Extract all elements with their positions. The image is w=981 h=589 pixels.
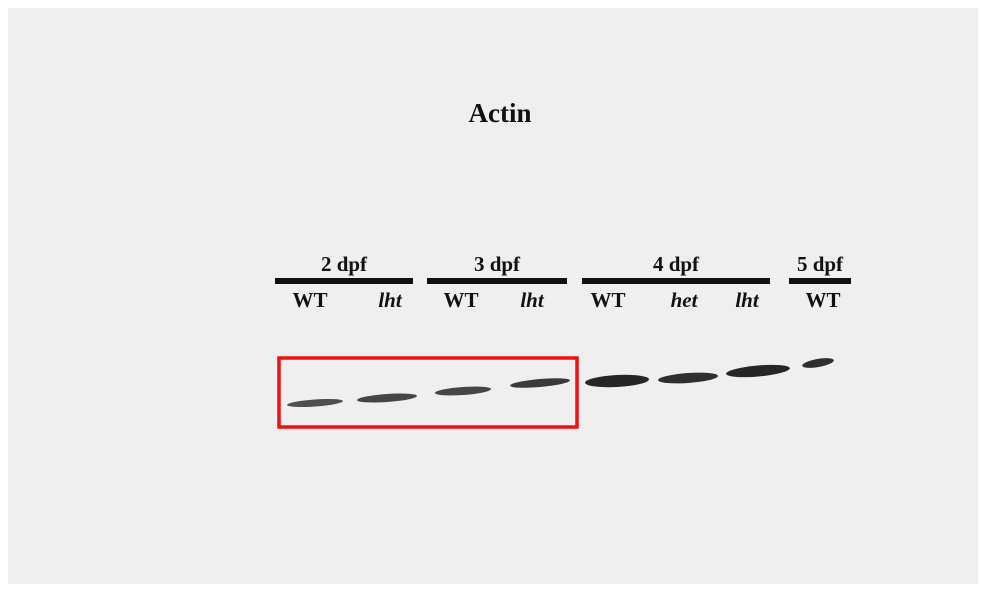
group-bar	[427, 278, 567, 284]
group-label: 3 dpf	[474, 252, 521, 276]
lane-label: lht	[735, 288, 760, 312]
group-bar	[789, 278, 851, 284]
group-label: 4 dpf	[653, 252, 700, 276]
lane-label: WT	[443, 288, 478, 312]
lane-label: lht	[378, 288, 403, 312]
lane-label: WT	[805, 288, 840, 312]
lane-label: het	[671, 288, 699, 312]
lane-label: WT	[590, 288, 625, 312]
group-bar	[582, 278, 770, 284]
blot-title: Actin	[469, 98, 532, 128]
blot-figure: Actin 2 dpf WT lht 3 dpf WT lht 4 dpf WT het lht 5…	[0, 0, 981, 584]
lane-label: WT	[292, 288, 327, 312]
lane-label: lht	[520, 288, 545, 312]
group-label: 2 dpf	[321, 252, 368, 276]
group-label: 5 dpf	[797, 252, 844, 276]
group-bar	[275, 278, 413, 284]
